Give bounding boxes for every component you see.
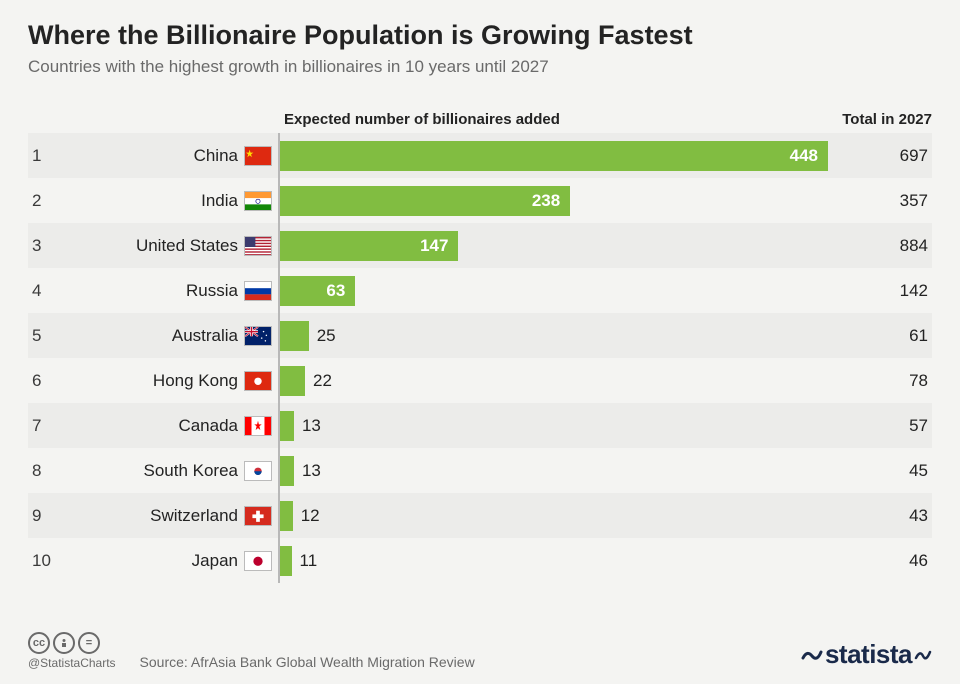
bar — [278, 456, 294, 486]
rank-number: 7 — [28, 416, 64, 436]
total-value: 61 — [852, 326, 932, 346]
rank-number: 5 — [28, 326, 64, 346]
bar: 238 — [278, 186, 570, 216]
flag-icon — [244, 146, 272, 166]
country-name: Russia — [64, 281, 244, 301]
bar-value-label: 12 — [293, 506, 320, 526]
bar-value-label: 448 — [790, 146, 828, 166]
bar-area: 22 — [276, 358, 852, 403]
flag-icon — [244, 371, 272, 391]
bar-value-label: 147 — [420, 236, 458, 256]
total-value: 43 — [852, 506, 932, 526]
bar — [278, 411, 294, 441]
country-name: Hong Kong — [64, 371, 244, 391]
bar-area: 12 — [276, 493, 852, 538]
bar: 448 — [278, 141, 828, 171]
axis-line — [278, 133, 280, 583]
bar-value-label: 13 — [294, 416, 321, 436]
bar-area: 63 — [276, 268, 852, 313]
cc-icons: cc = — [28, 632, 116, 654]
total-value: 45 — [852, 461, 932, 481]
flag-icon — [244, 281, 272, 301]
flag-icon — [244, 326, 272, 346]
table-row: 5Australia 25 61 — [28, 313, 932, 358]
total-value: 697 — [852, 146, 932, 166]
total-value: 78 — [852, 371, 932, 391]
total-value: 142 — [852, 281, 932, 301]
flag-icon — [244, 416, 272, 436]
chart-title: Where the Billionaire Population is Grow… — [28, 20, 932, 51]
flag-icon — [244, 461, 272, 481]
rank-number: 10 — [28, 551, 64, 571]
bar — [278, 321, 309, 351]
bar-area: 13 — [276, 448, 852, 493]
table-row: 4Russia 63 142 — [28, 268, 932, 313]
table-row: 7Canada 13 57 — [28, 403, 932, 448]
total-value: 357 — [852, 191, 932, 211]
bar-value-label: 63 — [326, 281, 355, 301]
country-name: Switzerland — [64, 506, 244, 526]
bar — [278, 501, 293, 531]
bar-area: 448 — [276, 133, 852, 178]
bar-area: 13 — [276, 403, 852, 448]
total-value: 46 — [852, 551, 932, 571]
rank-number: 1 — [28, 146, 64, 166]
flag-icon — [244, 506, 272, 526]
statista-logo: statista — [801, 639, 932, 670]
table-row: 10Japan 11 46 — [28, 538, 932, 583]
country-name: United States — [64, 236, 244, 256]
table-row: 1China 448 697 — [28, 133, 932, 178]
flag-icon — [244, 191, 272, 211]
country-name: India — [64, 191, 244, 211]
rank-number: 3 — [28, 236, 64, 256]
bar: 63 — [278, 276, 355, 306]
table-row: 8South Korea 13 45 — [28, 448, 932, 493]
country-name: South Korea — [64, 461, 244, 481]
rank-number: 4 — [28, 281, 64, 301]
rank-number: 6 — [28, 371, 64, 391]
bar-value-label: 11 — [292, 551, 318, 571]
twitter-handle: @StatistaCharts — [28, 656, 116, 670]
flag-icon — [244, 236, 272, 256]
chart-area: Expected number of billionaires added To… — [28, 105, 932, 583]
header-added-label: Expected number of billionaires added — [278, 111, 560, 128]
chart-header-row: Expected number of billionaires added To… — [28, 105, 932, 133]
rank-number: 2 — [28, 191, 64, 211]
country-name: China — [64, 146, 244, 166]
bar — [278, 366, 305, 396]
cc-by-icon — [53, 632, 75, 654]
table-row: 2India 238 357 — [28, 178, 932, 223]
rank-number: 8 — [28, 461, 64, 481]
cc-icon: cc — [28, 632, 50, 654]
bar: 147 — [278, 231, 458, 261]
table-row: 6Hong Kong 22 78 — [28, 358, 932, 403]
total-value: 884 — [852, 236, 932, 256]
footer: cc = @StatistaCharts Source: AfrAsia Ban… — [28, 632, 932, 670]
bar-area: 25 — [276, 313, 852, 358]
bar-area: 11 — [276, 538, 852, 583]
cc-nd-icon: = — [78, 632, 100, 654]
chart-rows: 1China4486972India2383573United States14… — [28, 133, 932, 583]
total-value: 57 — [852, 416, 932, 436]
header-total-label: Total in 2027 — [812, 111, 932, 128]
source-text: Source: AfrAsia Bank Global Wealth Migra… — [140, 654, 475, 670]
bar-value-label: 25 — [309, 326, 336, 346]
country-name: Canada — [64, 416, 244, 436]
table-row: 9Switzerland 12 43 — [28, 493, 932, 538]
bar-value-label: 238 — [532, 191, 570, 211]
bar-value-label: 13 — [294, 461, 321, 481]
bar-area: 147 — [276, 223, 852, 268]
flag-icon — [244, 551, 272, 571]
country-name: Japan — [64, 551, 244, 571]
bar-value-label: 22 — [305, 371, 332, 391]
country-name: Australia — [64, 326, 244, 346]
bar — [278, 546, 292, 576]
table-row: 3United States 147 884 — [28, 223, 932, 268]
bar-area: 238 — [276, 178, 852, 223]
rank-number: 9 — [28, 506, 64, 526]
chart-subtitle: Countries with the highest growth in bil… — [28, 57, 932, 77]
